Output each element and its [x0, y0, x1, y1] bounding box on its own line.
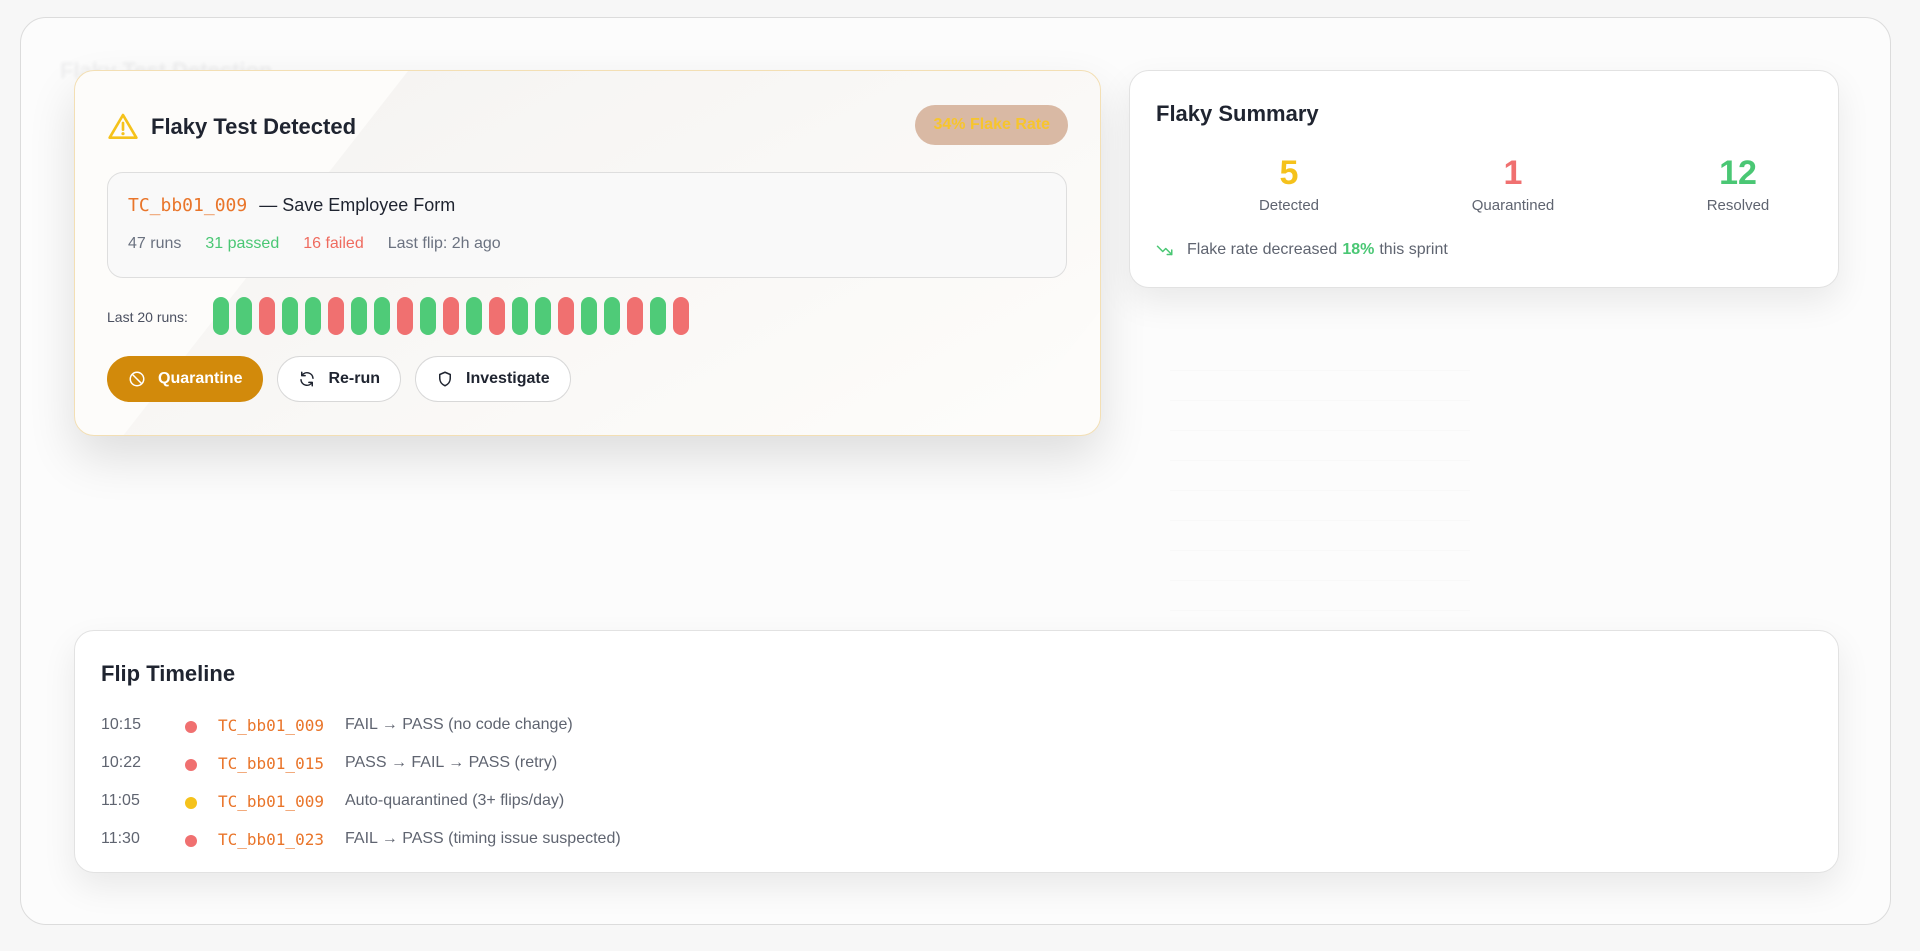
- timeline-desc: FAIL → PASS (no code change): [345, 716, 573, 733]
- quarantine-label: Quarantine: [158, 370, 243, 387]
- failed-count: 16 failed: [303, 235, 364, 252]
- status-dot: [185, 797, 197, 809]
- timeline-test-id[interactable]: TC_bb01_009: [218, 716, 324, 735]
- runs-count: 47 runs: [128, 235, 182, 252]
- stat-resolved: 12 Resolved: [1638, 153, 1838, 214]
- runs-label: Last 20 runs:: [107, 309, 188, 325]
- shield-icon: [439, 371, 452, 387]
- run-bar-pass: [305, 297, 321, 335]
- test-id[interactable]: TC_bb01_009: [128, 195, 248, 216]
- timeline-test-id[interactable]: TC_bb01_023: [218, 830, 324, 849]
- status-dot: [185, 759, 197, 771]
- detected-value: 5: [1279, 154, 1299, 192]
- flip-timeline-card: Flip Timeline 10:15 TC_bb01_009 FAIL → P…: [74, 630, 1839, 873]
- flaky-test-card: Flaky Test Detected 34% Flake Rate TC_bb…: [74, 70, 1101, 436]
- run-bar-fail: [397, 297, 413, 335]
- status-dot: [185, 721, 197, 733]
- run-history-bars: [213, 297, 689, 335]
- last-flip: Last flip: 2h ago: [387, 235, 501, 252]
- run-bar-pass: [236, 297, 252, 335]
- stat-quarantined: 1 Quarantined: [1413, 153, 1613, 214]
- run-bar-pass: [512, 297, 528, 335]
- passed-count: 31 passed: [205, 235, 280, 252]
- trend-prefix: Flake rate decreased: [1187, 241, 1338, 258]
- trending-down-icon: [1156, 245, 1173, 256]
- rerun-button[interactable]: Re-run: [277, 356, 402, 402]
- investigate-button[interactable]: Investigate: [415, 356, 571, 402]
- flaky-card-title: Flaky Test Detected: [151, 114, 357, 139]
- flaky-summary-card: Flaky Summary 5 Detected 1 Quarantined 1…: [1129, 70, 1839, 288]
- run-bar-fail: [443, 297, 459, 335]
- timeline-time: 11:05: [101, 792, 140, 809]
- flaky-card-header: Flaky Test Detected: [107, 109, 356, 145]
- detected-label: Detected: [1258, 197, 1320, 214]
- timeline-desc: Auto-quarantined (3+ flips/day): [345, 792, 565, 809]
- run-bar-fail: [627, 297, 643, 335]
- timeline-title: Flip Timeline: [101, 661, 236, 686]
- action-buttons: Quarantine Re-run Investigate: [107, 356, 571, 402]
- run-bar-fail: [673, 297, 689, 335]
- resolved-value: 12: [1719, 154, 1757, 192]
- run-bar-fail: [558, 297, 574, 335]
- run-bar-pass: [604, 297, 620, 335]
- run-bar-pass: [466, 297, 482, 335]
- refresh-icon: [300, 371, 315, 387]
- timeline-test-id[interactable]: TC_bb01_009: [218, 792, 324, 811]
- timeline-desc: FAIL → PASS (timing issue suspected): [345, 830, 621, 847]
- timeline-time: 11:30: [101, 830, 140, 847]
- ban-icon: [129, 371, 145, 387]
- quarantined-value: 1: [1503, 154, 1523, 192]
- investigate-label: Investigate: [466, 370, 550, 387]
- resolved-label: Resolved: [1706, 197, 1770, 214]
- trend-row: Flake rate decreased 18% this sprint: [1156, 241, 1448, 259]
- test-name: — Save Employee Form: [259, 195, 456, 215]
- quarantine-button[interactable]: Quarantine: [107, 356, 264, 402]
- trend-suffix: this sprint: [1379, 241, 1448, 258]
- test-stats: 47 runs 31 passed 16 failed Last flip: 2h a…: [128, 235, 525, 253]
- rerun-label: Re-run: [328, 370, 381, 387]
- run-bar-pass: [650, 297, 666, 335]
- run-bar-pass: [213, 297, 229, 335]
- status-dot: [185, 835, 197, 847]
- background-table-blur: [1170, 370, 1470, 620]
- run-bar-pass: [374, 297, 390, 335]
- stat-detected: 5 Detected: [1189, 153, 1389, 214]
- flake-rate-badge: 34% Flake Rate: [915, 105, 1068, 145]
- run-bar-pass: [351, 297, 367, 335]
- run-bar-fail: [328, 297, 344, 335]
- timeline-time: 10:15: [101, 716, 142, 733]
- summary-title: Flaky Summary: [1156, 101, 1319, 126]
- run-bar-fail: [489, 297, 505, 335]
- run-bar-pass: [282, 297, 298, 335]
- run-bar-pass: [581, 297, 597, 335]
- trend-percent: 18%: [1342, 241, 1375, 258]
- timeline-time: 10:22: [101, 754, 142, 771]
- run-bar-fail: [259, 297, 275, 335]
- quarantined-label: Quarantined: [1471, 197, 1555, 214]
- timeline-test-id[interactable]: TC_bb01_015: [218, 754, 324, 773]
- run-bar-pass: [535, 297, 551, 335]
- test-info-box: TC_bb01_009 — Save Employee Form 47 runs 3…: [107, 172, 1067, 278]
- warning-triangle-icon: [108, 113, 138, 139]
- run-bar-pass: [420, 297, 436, 335]
- timeline-desc: PASS → FAIL → PASS (retry): [345, 754, 558, 771]
